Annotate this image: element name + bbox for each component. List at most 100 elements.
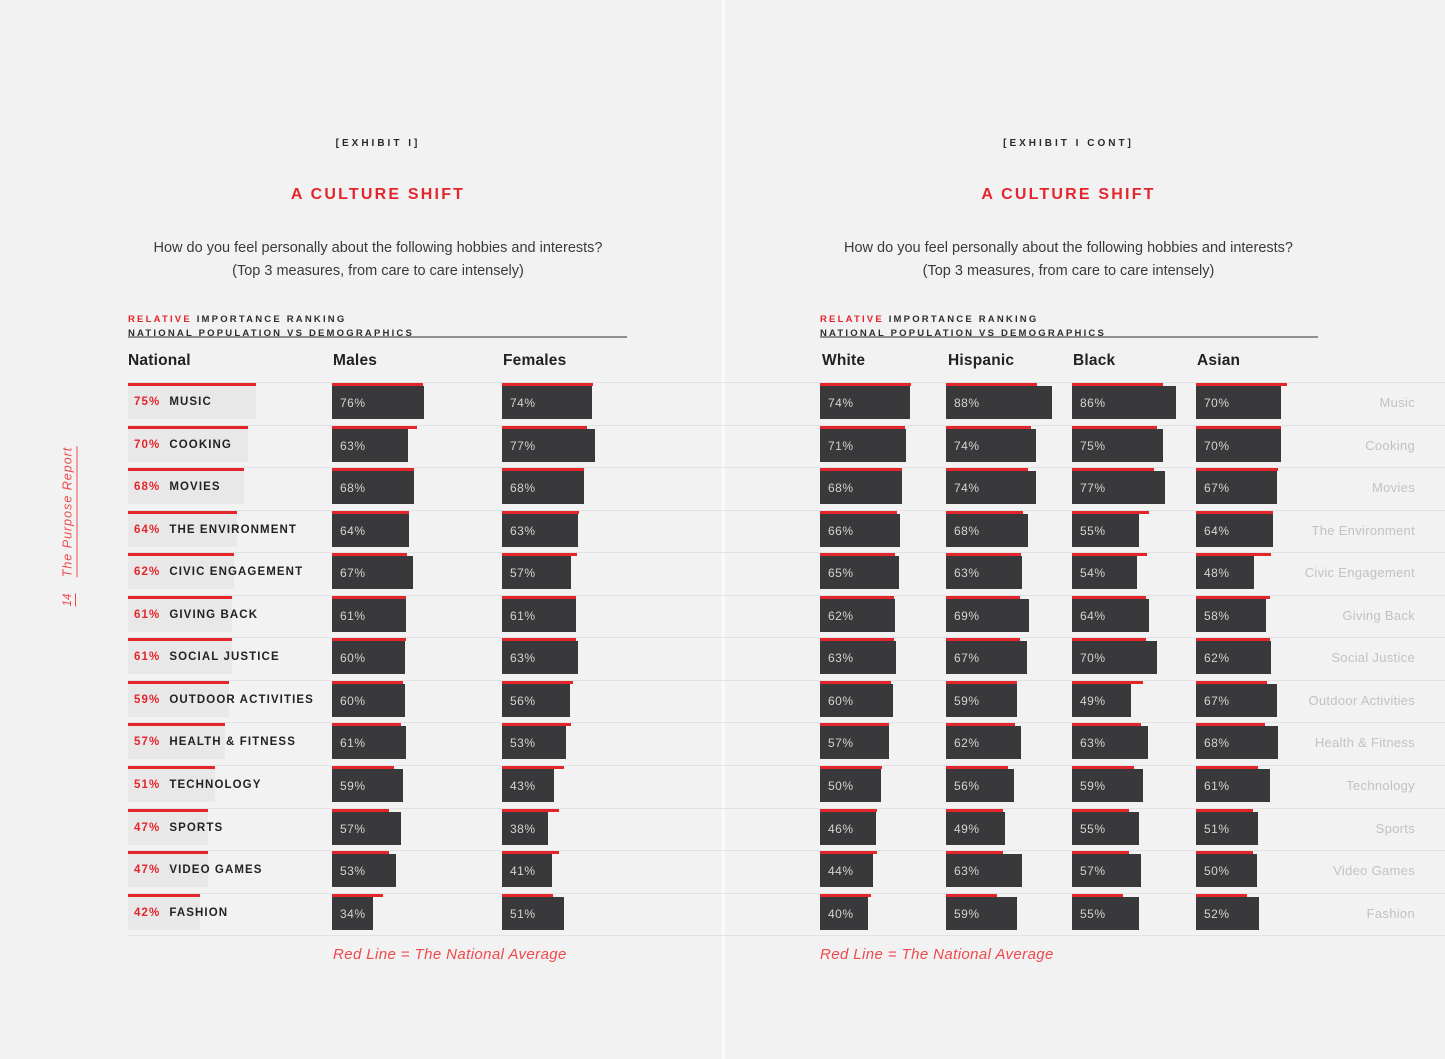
national-category-label: 51% Technology <box>134 769 261 802</box>
national-percent: 61% <box>134 651 161 664</box>
bar-value-label: 44% <box>828 864 854 879</box>
demo-bar-asian <box>1196 428 1281 462</box>
demo-bar-males <box>332 513 410 547</box>
national-average-line <box>332 638 406 642</box>
national-average-line <box>1072 595 1146 599</box>
bar-value-label: 56% <box>510 693 536 708</box>
national-average-line <box>820 553 896 557</box>
bar-value-label: 53% <box>510 736 536 751</box>
demo-bar-asian <box>1196 471 1278 505</box>
national-value-box <box>128 598 233 632</box>
column-header-hispanic: Hispanic <box>948 352 1015 369</box>
bar-value-label: 68% <box>828 481 854 496</box>
bar-value-label: 38% <box>510 821 536 836</box>
category-name: Sports <box>169 821 224 834</box>
national-average-line <box>820 468 903 472</box>
national-average-line <box>128 595 233 599</box>
national-average-line <box>820 638 894 642</box>
national-percent: 59% <box>134 693 161 706</box>
national-average-line <box>820 425 905 429</box>
row-label-right: Social Justice <box>1331 650 1415 666</box>
row-label-right: Music <box>1379 395 1415 410</box>
demo-bar-females <box>502 683 570 717</box>
demo-bar-females <box>502 513 579 547</box>
demo-bar-hispanic <box>946 726 1022 760</box>
national-average-line <box>1196 638 1270 642</box>
row-divider <box>128 382 1445 383</box>
survey-question: How do you feel personally about the fol… <box>128 237 628 283</box>
national-average-line <box>1196 595 1270 599</box>
demo-bar-black <box>1072 598 1150 632</box>
bar-value-label: 70% <box>1204 438 1230 453</box>
row-label-right: Civic Engagement <box>1304 565 1415 581</box>
national-average-line <box>502 510 580 514</box>
bar-value-label: 60% <box>340 693 366 708</box>
national-percent: 75% <box>134 396 161 408</box>
bar-value-label: 52% <box>1204 906 1230 921</box>
category-name: Music <box>169 396 212 408</box>
category-name: The Environment <box>169 523 297 536</box>
bar-value-label: 63% <box>954 864 980 879</box>
national-average-line <box>332 425 417 429</box>
demo-bar-males <box>332 854 397 888</box>
bar-value-label: 68% <box>340 481 366 496</box>
demo-bar-asian <box>1196 386 1281 419</box>
bar-value-label: 70% <box>1080 651 1106 666</box>
national-average-line <box>1196 680 1268 684</box>
national-average-line <box>820 893 871 897</box>
demo-bar-black <box>1072 641 1157 675</box>
demo-bar-hispanic <box>946 513 1029 547</box>
bar-value-label: 59% <box>954 906 980 921</box>
demo-bar-females <box>502 641 579 675</box>
bar-value-label: 55% <box>1080 906 1106 921</box>
category-name: Technology <box>169 778 262 791</box>
demo-bar-females <box>502 896 564 930</box>
row-divider <box>128 722 1445 724</box>
survey-question: How do you feel personally about the fol… <box>820 237 1317 283</box>
national-average-line <box>820 595 894 599</box>
bar-value-label: 67% <box>1204 693 1230 708</box>
right-page-header: [EXHIBIT I CONT] A CULTURE SHIFT How do … <box>820 138 1317 283</box>
national-average-line <box>820 723 889 727</box>
category-name: Video Games <box>169 864 263 877</box>
national-percent: 57% <box>134 736 161 749</box>
national-average-line <box>1196 553 1272 557</box>
demo-bar-white <box>820 896 869 930</box>
bar-value-label: 67% <box>340 566 366 581</box>
national-average-line <box>502 765 564 769</box>
national-average-line <box>128 510 238 514</box>
demo-bar-hispanic <box>946 768 1014 802</box>
row-divider <box>128 935 1445 937</box>
national-average-line <box>332 383 423 386</box>
national-average-line <box>946 553 1022 557</box>
national-category-label: 42% Fashion <box>134 897 228 930</box>
national-average-line <box>946 595 1020 599</box>
demo-bar-males <box>332 683 405 717</box>
row-label-right: Outdoor Activities <box>1308 692 1415 708</box>
survey-question-line2: (Top 3 measures, from care to care inten… <box>922 263 1215 279</box>
survey-question-line1: How do you feel personally about the fol… <box>153 240 603 256</box>
demo-bar-males <box>332 386 424 419</box>
bar-value-label: 49% <box>954 821 980 836</box>
bar-value-label: 77% <box>1080 481 1106 496</box>
demo-bar-hispanic <box>946 811 1006 845</box>
demo-bar-white <box>820 811 876 845</box>
bar-value-label: 50% <box>828 778 854 793</box>
ranking-header-right: RELATIVE IMPORTANCE RANKING NATIONAL POP… <box>820 313 1106 340</box>
bar-value-label: 55% <box>1080 821 1106 836</box>
row-divider <box>128 594 1445 596</box>
demo-bar-black <box>1072 386 1177 419</box>
row-label-right: Fashion <box>1366 905 1415 921</box>
row-divider <box>128 892 1445 894</box>
bar-value-label: 57% <box>1080 864 1106 879</box>
column-header-females: Females <box>503 352 567 369</box>
national-value-box <box>128 641 233 675</box>
demo-bar-males <box>332 811 401 845</box>
bar-value-label: 49% <box>1080 693 1106 708</box>
page-divider <box>722 0 725 1059</box>
exhibit-tag: [EXHIBIT I] <box>335 138 421 149</box>
demo-bar-males <box>332 768 404 802</box>
national-average-line <box>128 851 209 855</box>
row-divider <box>128 637 1445 639</box>
left-page-header: [EXHIBIT I] A CULTURE SHIFT How do you f… <box>128 138 628 283</box>
